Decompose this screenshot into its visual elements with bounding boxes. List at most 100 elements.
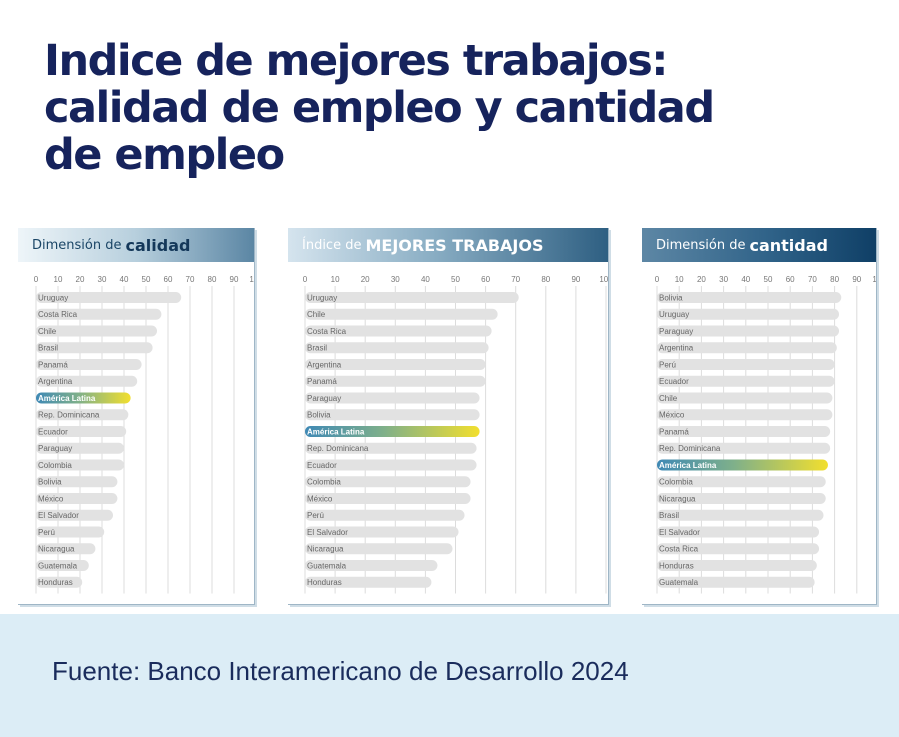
mejores-trabajos-bar-argentina [305,359,486,370]
calidad-category-label-chile: Chile [38,327,57,336]
mejores-trabajos-category-label-costa-rica: Costa Rica [307,327,347,336]
calidad-category-label-mexico: México [38,494,64,503]
mejores-trabajos-category-label-rep-dominicana: Rep. Dominicana [307,444,369,453]
cantidad-bar-bolivia [657,292,842,303]
calidad-tick-label-20: 20 [76,275,85,284]
mejores-trabajos-category-label-colombia: Colombia [307,478,341,487]
calidad-header-prefix: Dimensión de [32,237,122,253]
calidad-bar-uruguay [36,292,182,303]
cantidad-bar-rep-dominicana [657,442,831,454]
mejores-trabajos-bar-mexico [305,493,471,504]
mejores-trabajos-tick-label-0: 0 [303,275,308,284]
mejores-header-prefix: Índice de [302,237,362,253]
cantidad-category-label-brasil: Brasil [659,511,679,520]
cantidad-category-label-costa-rica: Costa Rica [659,545,699,554]
calidad-category-label-america-latina: América Latina [38,394,96,403]
mejores-trabajos-category-label-nicaragua: Nicaragua [307,545,344,554]
cantidad-category-label-argentina: Argentina [659,344,694,353]
mejores-trabajos-bar-brasil [305,342,489,354]
source-band [0,614,899,737]
calidad-chart-panel: Dimensión de calidad 0 10 20 30 40 50 60 70 80 90… [18,228,255,605]
calidad-category-label-bolivia: Bolivia [38,478,62,487]
cantidad-tick-label-0: 0 [655,275,660,284]
calidad-bar-chile [36,325,157,337]
cantidad-category-label-mexico: México [659,411,685,420]
calidad-category-label-paraguay: Paraguay [38,444,72,453]
cantidad-header-emphasis: cantidad [749,235,828,255]
cantidad-tick-label-40: 40 [741,275,750,284]
calidad-bar-nicaragua [36,543,96,555]
calidad-category-label-peru: Perú [38,528,55,537]
cantidad-category-label-america-latina: América Latina [659,461,717,470]
calidad-tick-label-90: 90 [230,275,239,284]
calidad-bar-ecuador [36,426,127,437]
cantidad-category-label-bolivia: Bolivia [659,293,683,302]
cantidad-bar-brasil [657,509,824,521]
calidad-category-label-panama: Panamá [38,360,68,369]
calidad-bar-panama [36,359,142,370]
calidad-bar-peru [36,526,105,538]
cantidad-category-label-el-salvador: El Salvador [659,528,700,537]
calidad-bar-rep-dominicana [36,409,129,421]
cantidad-chart-panel: Dimensión de cantidad 0 10 20 30 40 50 60 70 80 9… [642,228,877,605]
calidad-bar-paraguay [36,442,124,454]
cantidad-category-label-paraguay: Paraguay [659,327,693,336]
cantidad-tick-label-20: 20 [697,275,706,284]
cantidad-bar-chile [657,392,833,404]
mejores-trabajos-category-label-brasil: Brasil [307,344,327,353]
cantidad-header-prefix: Dimensión de [656,237,746,253]
mejores-trabajos-bar-bolivia [305,409,480,421]
mejores-trabajos-bar-ecuador [305,459,477,471]
calidad-tick-label-100: 100 [249,275,254,284]
cantidad-bar-argentina [657,342,837,354]
mejores-trabajos-tick-label-20: 20 [361,275,370,284]
cantidad-tick-label-100: 100 [872,275,876,284]
calidad-category-label-costa-rica: Costa Rica [38,310,78,319]
cantidad-bar-guatemala [657,576,815,588]
cantidad-category-label-ecuador: Ecuador [659,377,689,386]
calidad-category-label-honduras: Honduras [38,578,73,587]
mejores-trabajos-tick-label-10: 10 [331,275,340,284]
calidad-category-label-nicaragua: Nicaragua [38,545,75,554]
calidad-tick-label-60: 60 [164,275,173,284]
calidad-category-label-el-salvador: El Salvador [38,511,79,520]
calidad-category-label-guatemala: Guatemala [38,561,78,570]
calidad-tick-label-80: 80 [208,275,217,284]
mejores-trabajos-bar-america-latina [305,426,480,437]
calidad-category-label-ecuador: Ecuador [38,427,68,436]
mejores-trabajos-category-label-el-salvador: El Salvador [307,528,348,537]
cantidad-bar-ecuador [657,375,835,387]
cantidad-tick-label-50: 50 [764,275,773,284]
cantidad-bar-colombia [657,476,826,488]
mejores-trabajos-tick-label-40: 40 [421,275,430,284]
title-line-2: calidad de empleo y cantidad [44,83,715,133]
cantidad-category-label-chile: Chile [659,394,678,403]
mejores-trabajos-bar-uruguay [305,292,519,303]
mejores-trabajos-chart-header: Índice de MEJORES TRABAJOS [288,228,608,262]
cantidad-bar-paraguay [657,325,840,337]
cantidad-chart-header: Dimensión de cantidad [642,228,876,262]
cantidad-category-label-guatemala: Guatemala [659,578,699,587]
mejores-trabajos-category-label-uruguay: Uruguay [307,293,337,302]
mejores-header-emphasis: MEJORES TRABAJOS [365,235,544,255]
cantidad-category-label-colombia: Colombia [659,478,693,487]
mejores-trabajos-category-label-chile: Chile [307,310,326,319]
cantidad-bar-honduras [657,560,817,571]
cantidad-tick-label-60: 60 [786,275,795,284]
mejores-trabajos-bar-el-salvador [305,526,459,538]
source-note: Fuente: Banco Interamericano de Desarrol… [52,656,629,686]
mejores-trabajos-tick-label-80: 80 [541,275,550,284]
mejores-trabajos-bar-chile [305,308,498,320]
cantidad-bar-costa-rica [657,543,820,555]
mejores-trabajos-category-label-panama: Panamá [307,377,337,386]
calidad-tick-label-30: 30 [98,275,107,284]
calidad-category-label-brasil: Brasil [38,344,58,353]
calidad-category-label-rep-dominicana: Rep. Dominicana [38,411,100,420]
mejores-trabajos-bar-nicaragua [305,543,453,555]
cantidad-category-label-uruguay: Uruguay [659,310,689,319]
calidad-tick-label-10: 10 [54,275,63,284]
mejores-trabajos-category-label-guatemala: Guatemala [307,561,347,570]
cantidad-tick-label-90: 90 [852,275,861,284]
cantidad-bar-uruguay [657,308,840,320]
cantidad-chart-svg: 0 10 20 30 40 50 60 70 80 90 100 Bolivia Uruguay Para… [655,275,876,594]
